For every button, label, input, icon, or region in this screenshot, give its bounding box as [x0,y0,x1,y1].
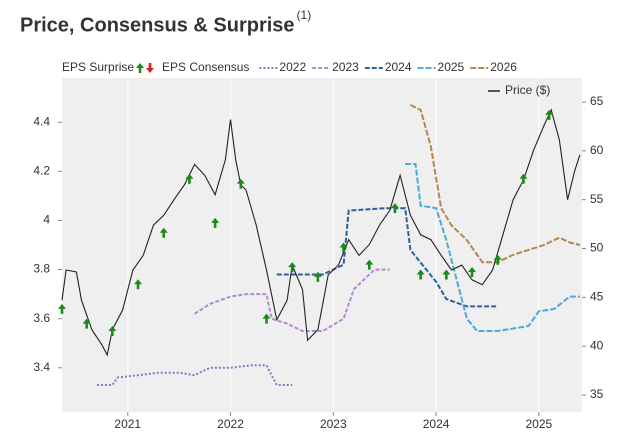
y2-tick-label: 45 [590,290,604,304]
surprise-arrow [108,325,117,336]
surprise-arrow [134,279,143,290]
y2-tick-label: 65 [590,94,604,108]
consensus-line [409,104,581,264]
title-note: (1) [297,8,312,22]
y2-tick-label: 50 [590,241,604,255]
y2-tick-label: 35 [590,387,604,401]
surprise-arrow [58,303,66,314]
y-tick-label: 4 [43,213,50,227]
surprise-arrow [211,217,220,228]
y-tick-label: 3.8 [33,262,50,276]
surprise-arrow [82,318,91,329]
y2-tick-label: 55 [590,192,604,206]
legend-label: EPS Consensus [162,60,249,74]
legend-label: 2025 [438,60,465,74]
surprise-arrow [236,178,245,189]
surprise-arrow [493,254,502,265]
y-tick-label: 3.6 [33,311,50,325]
consensus-line [276,207,498,308]
consensus-line [194,268,390,332]
surprise-arrow [442,269,451,280]
chart-title: Price, Consensus & Surprise [20,14,295,36]
surprise-arrow [262,313,271,324]
surprise-arrow [519,173,528,184]
surprise-arrow [390,203,399,214]
surprise-arrow [185,173,194,184]
surprise-arrow [545,109,554,120]
consensus-line [96,364,293,386]
surprise-arrow [416,269,425,280]
y2-tick-label: 60 [590,143,604,157]
x-tick-label: 2022 [217,417,244,431]
legend-label: 2024 [385,60,412,74]
surprise-arrow [313,271,322,282]
y-tick-label: 4.2 [33,163,50,177]
legend-label: Price ($) [505,83,550,97]
x-tick-label: 2023 [320,417,347,431]
legend-label: 2023 [332,60,359,74]
y-tick-label: 3.4 [33,360,50,374]
x-tick-label: 2025 [525,417,552,431]
legend-label: 2022 [279,60,306,74]
legend-icon [136,63,145,73]
surprise-arrow [159,227,168,238]
x-tick-label: 2021 [114,417,141,431]
consensus-line [405,163,580,332]
y2-tick-label: 40 [590,338,604,352]
surprise-arrow [365,259,374,270]
price-line [61,108,581,357]
surprise-arrow [339,242,348,253]
surprise-arrow [288,262,297,273]
x-tick-label: 2024 [423,417,450,431]
surprise-arrow [468,267,477,278]
legend-label: 2026 [490,60,517,74]
y-tick-label: 4.4 [33,114,50,128]
legend-icon [146,63,155,73]
legend-label: EPS Surprise [62,60,134,74]
plot-area [62,78,582,412]
